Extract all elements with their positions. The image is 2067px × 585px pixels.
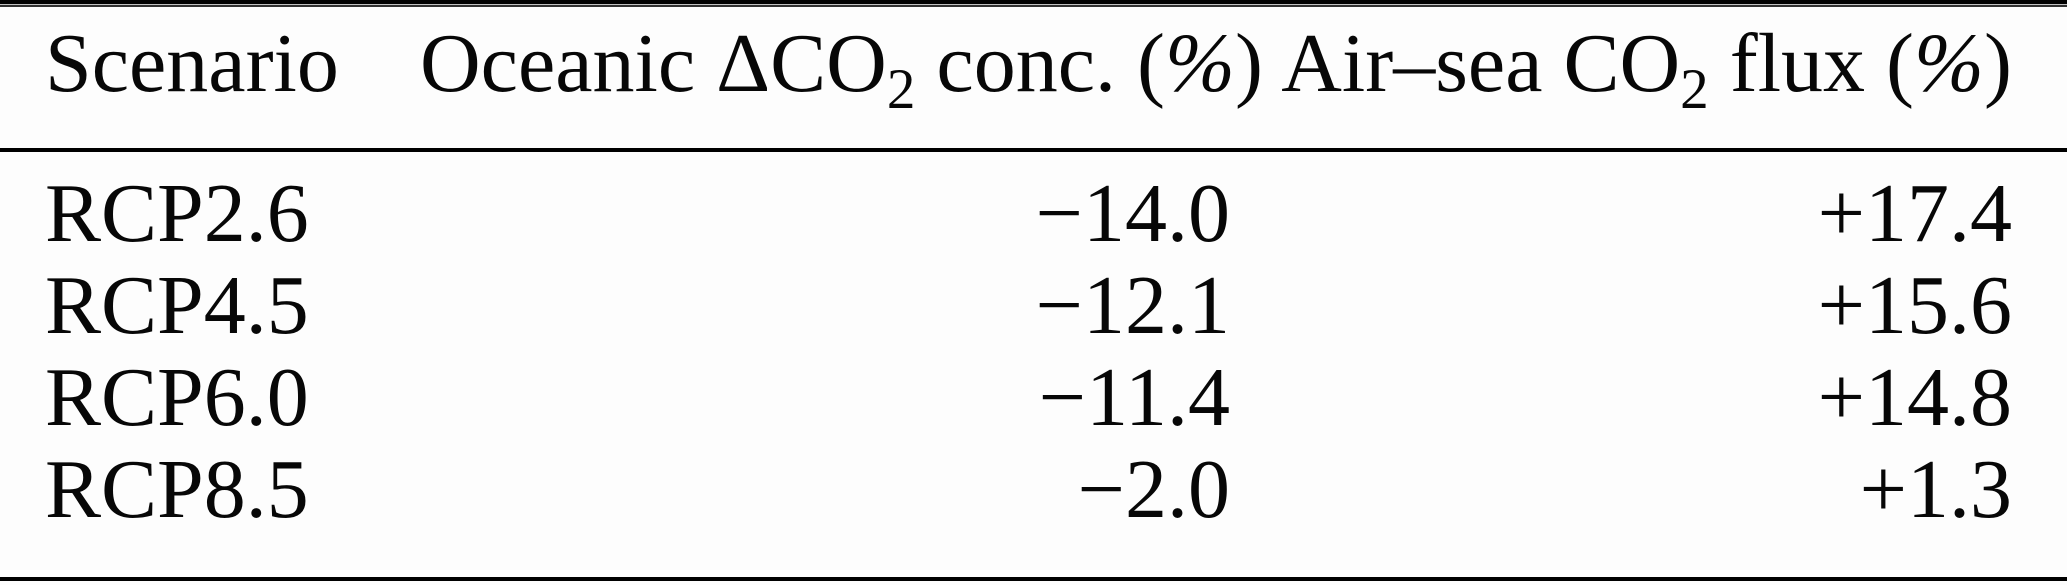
scenario-cell: RCP6.0 [45,351,309,444]
air-sea-co2-flux-cell: +1.3 [1859,443,2012,536]
table-row: RCP8.5 −2.0 +1.3 [0,444,2067,536]
unit-paren-close: ) [1234,17,1263,110]
table-top-rule-thin [0,5,2067,7]
table-row: RCP6.0 −11.4 +14.8 [0,352,2067,444]
unit-paren-close: ) [1984,17,2012,110]
header-text: conc. [915,17,1137,110]
air-sea-co2-flux-cell: +15.6 [1817,259,2012,352]
oceanic-delta-co2-conc-cell: −14.0 [1035,167,1230,260]
table-body: RCP2.6 −14.0 +17.4 RCP4.5 −12.1 +15.6 RC… [0,152,2067,577]
air-sea-co2-flux-cell: +17.4 [1817,167,2012,260]
co2-subscript: 2 [1680,58,1709,122]
unit-paren-open: ( [1136,17,1165,110]
unit-percent-sign: % [1164,17,1235,110]
table-row: RCP2.6 −14.0 +17.4 [0,168,2067,260]
table-header-rule [0,148,2067,152]
table-top-rule-gap [0,4,2067,5]
co2-subscript: 2 [886,58,916,122]
scenario-cell: RCP4.5 [45,259,309,352]
table-header-row: Scenario Oceanic ΔCO2 conc. (%) Air–sea … [0,7,2067,148]
oceanic-delta-co2-conc-cell: −12.1 [1035,259,1230,352]
column-header-scenario: Scenario [45,17,339,110]
scenario-cell: RCP8.5 [45,443,309,536]
column-header-air-sea-co2-flux: Air–sea CO2 flux (%) [1230,22,2067,132]
air-sea-co2-flux-cell: +14.8 [1817,351,2012,444]
table-row: RCP4.5 −12.1 +15.6 [0,260,2067,352]
column-header-oceanic-delta-co2-conc: Oceanic ΔCO2 conc. (%) [420,22,1263,132]
table-bottom-rule [0,577,2067,581]
oceanic-delta-co2-conc-cell: −11.4 [1038,351,1230,444]
header-text: Air–sea CO [1281,17,1681,110]
header-text: flux [1708,17,1887,110]
scenario-cell: RCP2.6 [45,167,309,260]
header-text: Oceanic ΔCO [420,17,887,110]
unit-percent-sign: % [1914,17,1985,110]
table-top-rule-heavy [0,0,2067,4]
oceanic-delta-co2-conc-cell: −2.0 [1077,443,1230,536]
unit-paren-open: ( [1886,17,1915,110]
